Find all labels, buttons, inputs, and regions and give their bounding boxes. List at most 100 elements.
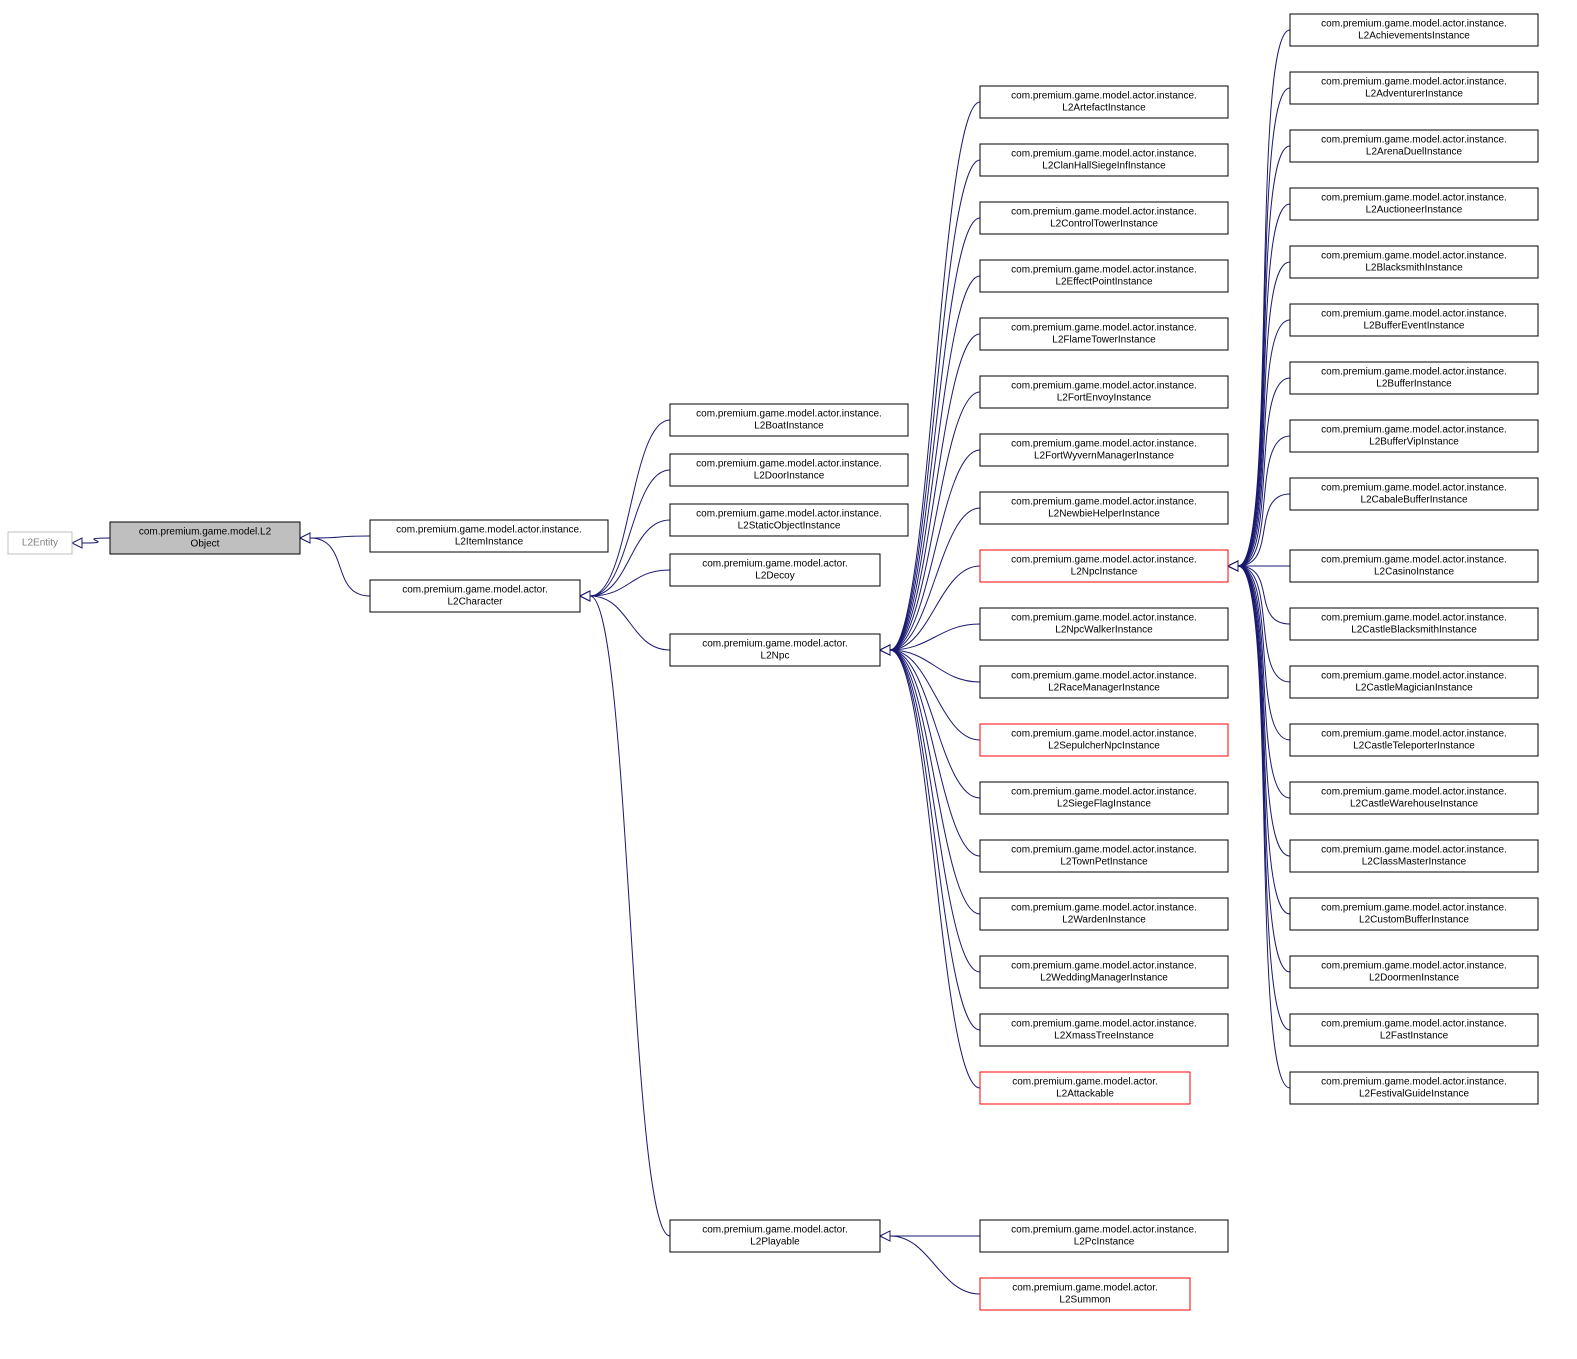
class-node-label: L2BufferInstance — [1376, 379, 1452, 390]
class-node-bufferevt[interactable]: com.premium.game.model.actor.instance.L2… — [1290, 304, 1538, 336]
class-node-playable[interactable]: com.premium.game.model.actor.L2Playable — [670, 1220, 880, 1252]
class-node-npcinst[interactable]: com.premium.game.model.actor.instance.L2… — [980, 550, 1228, 582]
class-node-label: L2NpcInstance — [1071, 567, 1138, 578]
class-node-label: L2ClassMasterInstance — [1362, 857, 1467, 868]
class-node-label: L2ItemInstance — [455, 537, 524, 548]
class-node-xmass[interactable]: com.premium.game.model.actor.instance.L2… — [980, 1014, 1228, 1046]
class-node-label: com.premium.game.model.actor.instance. — [1321, 193, 1507, 204]
class-node-npc[interactable]: com.premium.game.model.actor.L2Npc — [670, 634, 880, 666]
class-node-label: com.premium.game.model.actor.instance. — [1011, 1225, 1197, 1236]
class-node-label: L2Npc — [761, 651, 790, 662]
class-node-object[interactable]: com.premium.game.model.L2Object — [110, 522, 300, 554]
class-node-boat[interactable]: com.premium.game.model.actor.instance.L2… — [670, 404, 908, 436]
edge-playable-to-character — [580, 591, 670, 1236]
class-node-label: L2SiegeFlagInstance — [1057, 799, 1151, 810]
class-node-pcinst[interactable]: com.premium.game.model.actor.instance.L2… — [980, 1220, 1228, 1252]
class-node-summon[interactable]: com.premium.game.model.actor.L2Summon — [980, 1278, 1190, 1310]
class-node-label: L2BoatInstance — [754, 421, 824, 432]
class-node-label: com.premium.game.model.actor.instance. — [1011, 787, 1197, 798]
class-node-warden[interactable]: com.premium.game.model.actor.instance.L2… — [980, 898, 1228, 930]
class-node-fortenvoy[interactable]: com.premium.game.model.actor.instance.L2… — [980, 376, 1228, 408]
class-node-townpet[interactable]: com.premium.game.model.actor.instance.L2… — [980, 840, 1228, 872]
class-node-adventurer[interactable]: com.premium.game.model.actor.instance.L2… — [1290, 72, 1538, 104]
class-node-label: L2SepulcherNpcInstance — [1048, 741, 1160, 752]
class-node-racemgr[interactable]: com.premium.game.model.actor.instance.L2… — [980, 666, 1228, 698]
class-node-door[interactable]: com.premium.game.model.actor.instance.L2… — [670, 454, 908, 486]
class-node-castlewh[interactable]: com.premium.game.model.actor.instance.L2… — [1290, 782, 1538, 814]
class-node-ctrltower[interactable]: com.premium.game.model.actor.instance.L2… — [980, 202, 1228, 234]
class-node-newbie[interactable]: com.premium.game.model.actor.instance.L2… — [980, 492, 1228, 524]
class-node-custombuf[interactable]: com.premium.game.model.actor.instance.L2… — [1290, 898, 1538, 930]
class-node-attackable[interactable]: com.premium.game.model.actor.L2Attackabl… — [980, 1072, 1190, 1104]
class-node-label: L2NewbieHelperInstance — [1048, 509, 1160, 520]
class-node-character[interactable]: com.premium.game.model.actor.L2Character — [370, 580, 580, 612]
class-node-label: com.premium.game.model.actor.instance. — [1011, 613, 1197, 624]
class-node-classmstr[interactable]: com.premium.game.model.actor.instance.L2… — [1290, 840, 1538, 872]
class-node-achieve[interactable]: com.premium.game.model.actor.instance.L2… — [1290, 14, 1538, 46]
edge-attackable-to-npc — [880, 645, 980, 1088]
class-node-festguide[interactable]: com.premium.game.model.actor.instance.L2… — [1290, 1072, 1538, 1104]
edge-object-to-entity — [72, 538, 110, 548]
class-node-label: com.premium.game.model.actor.instance. — [1321, 903, 1507, 914]
class-node-label: L2CastleMagicianInstance — [1355, 683, 1473, 694]
class-node-label: com.premium.game.model.L2 — [139, 527, 272, 538]
class-node-clanhall[interactable]: com.premium.game.model.actor.instance.L2… — [980, 144, 1228, 176]
edge-siegeflag-to-npc — [880, 645, 980, 798]
inheritance-arrowhead-icon — [580, 591, 590, 601]
class-node-item[interactable]: com.premium.game.model.actor.instance.L2… — [370, 520, 608, 552]
class-node-label: com.premium.game.model.actor.instance. — [696, 509, 882, 520]
class-node-flametwr[interactable]: com.premium.game.model.actor.instance.L2… — [980, 318, 1228, 350]
class-node-label: com.premium.game.model.actor.instance. — [1011, 845, 1197, 856]
class-node-castletp[interactable]: com.premium.game.model.actor.instance.L2… — [1290, 724, 1538, 756]
class-node-static[interactable]: com.premium.game.model.actor.instance.L2… — [670, 504, 908, 536]
class-node-artefact[interactable]: com.premium.game.model.actor.instance.L2… — [980, 86, 1228, 118]
class-node-blacksmith[interactable]: com.premium.game.model.actor.instance.L2… — [1290, 246, 1538, 278]
class-node-label: L2FastInstance — [1380, 1031, 1449, 1042]
class-node-label: com.premium.game.model.actor.instance. — [1011, 91, 1197, 102]
class-node-sepulcher[interactable]: com.premium.game.model.actor.instance.L2… — [980, 724, 1228, 756]
class-node-doormen[interactable]: com.premium.game.model.actor.instance.L2… — [1290, 956, 1538, 988]
class-node-label: com.premium.game.model.actor.instance. — [1011, 149, 1197, 160]
inheritance-arrowhead-icon — [880, 645, 890, 655]
class-node-label: L2Playable — [750, 1237, 800, 1248]
class-node-label: L2CastleWarehouseInstance — [1350, 799, 1478, 810]
class-node-cabale[interactable]: com.premium.game.model.actor.instance.L2… — [1290, 478, 1538, 510]
class-node-fast[interactable]: com.premium.game.model.actor.instance.L2… — [1290, 1014, 1538, 1046]
class-node-label: com.premium.game.model.actor.instance. — [1321, 787, 1507, 798]
class-node-entity[interactable]: L2Entity — [8, 532, 72, 554]
class-node-label: com.premium.game.model.actor.instance. — [1321, 309, 1507, 320]
class-node-arenaduel[interactable]: com.premium.game.model.actor.instance.L2… — [1290, 130, 1538, 162]
class-node-castleblk[interactable]: com.premium.game.model.actor.instance.L2… — [1290, 608, 1538, 640]
class-node-label: Object — [191, 539, 220, 550]
class-node-siegeflag[interactable]: com.premium.game.model.actor.instance.L2… — [980, 782, 1228, 814]
class-node-label: L2Entity — [22, 538, 58, 549]
class-node-label: L2ControlTowerInstance — [1050, 219, 1158, 230]
class-node-wedding[interactable]: com.premium.game.model.actor.instance.L2… — [980, 956, 1228, 988]
class-node-effectpt[interactable]: com.premium.game.model.actor.instance.L2… — [980, 260, 1228, 292]
class-node-fortwyvern[interactable]: com.premium.game.model.actor.instance.L2… — [980, 434, 1228, 466]
class-node-label: com.premium.game.model.actor.instance. — [1321, 555, 1507, 566]
class-node-buffer[interactable]: com.premium.game.model.actor.instance.L2… — [1290, 362, 1538, 394]
class-node-label: com.premium.game.model.actor.instance. — [1011, 961, 1197, 972]
class-node-label: com.premium.game.model.actor.instance. — [1011, 439, 1197, 450]
class-node-casino[interactable]: com.premium.game.model.actor.instance.L2… — [1290, 550, 1538, 582]
class-node-label: L2DoorInstance — [754, 471, 825, 482]
class-node-label: com.premium.game.model.actor. — [402, 585, 548, 596]
class-node-label: com.premium.game.model.actor.instance. — [1011, 381, 1197, 392]
class-node-label: com.premium.game.model.actor.instance. — [696, 459, 882, 470]
class-node-npcwalker[interactable]: com.premium.game.model.actor.instance.L2… — [980, 608, 1228, 640]
class-node-decoy[interactable]: com.premium.game.model.actor.L2Decoy — [670, 554, 880, 586]
class-node-auctioneer[interactable]: com.premium.game.model.actor.instance.L2… — [1290, 188, 1538, 220]
class-node-label: com.premium.game.model.actor.instance. — [1321, 1077, 1507, 1088]
class-node-buffervip[interactable]: com.premium.game.model.actor.instance.L2… — [1290, 420, 1538, 452]
class-node-label: com.premium.game.model.actor.instance. — [1321, 961, 1507, 972]
inheritance-diagram: L2Entitycom.premium.game.model.L2Objectc… — [0, 0, 1577, 1359]
edge-flametwr-to-npc — [880, 334, 980, 655]
class-node-label: L2XmassTreeInstance — [1054, 1031, 1154, 1042]
class-node-castlemag[interactable]: com.premium.game.model.actor.instance.L2… — [1290, 666, 1538, 698]
class-node-label: com.premium.game.model.actor.instance. — [1011, 903, 1197, 914]
class-node-label: com.premium.game.model.actor.instance. — [1321, 729, 1507, 740]
class-node-label: L2ArenaDuelInstance — [1366, 147, 1463, 158]
inheritance-arrowhead-icon — [1228, 561, 1238, 571]
class-node-label: com.premium.game.model.actor. — [702, 639, 848, 650]
